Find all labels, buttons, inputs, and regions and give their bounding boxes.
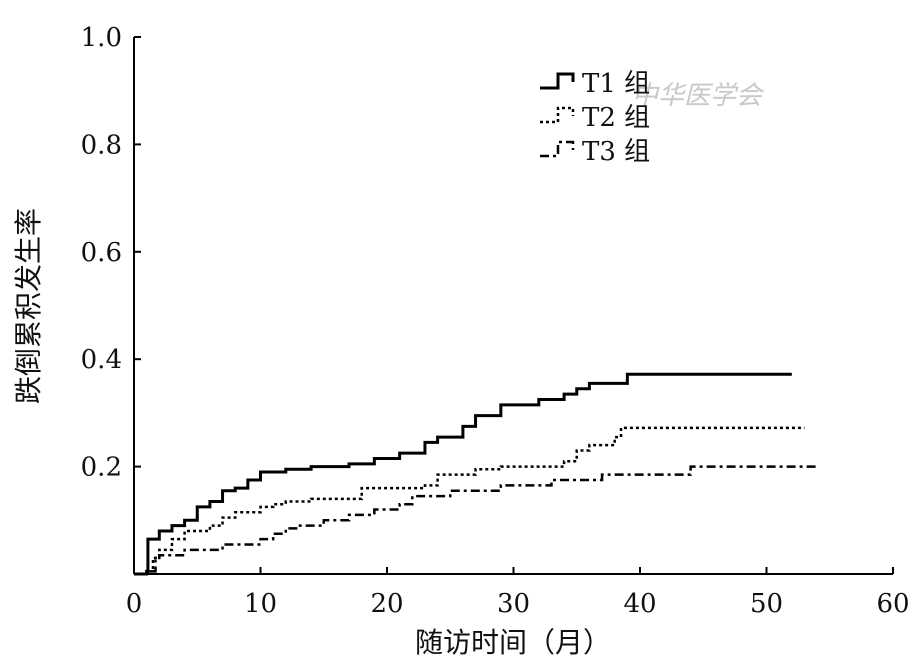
y-ticks: 0.2 0.4 0.6 0.8 1.0 — [81, 23, 141, 483]
legend-label-2: T2 组 — [582, 103, 650, 133]
series-line-1 — [134, 372, 792, 576]
x-tick-label: 30 — [497, 589, 530, 619]
legend-swatch-3 — [540, 140, 575, 158]
x-tick-label: 50 — [750, 589, 783, 619]
y-tick-label: 0.4 — [81, 345, 122, 375]
x-axis-title: 随访时间（月） — [415, 626, 611, 659]
series-line-2 — [134, 426, 805, 576]
legend-label-1: T1 组 — [582, 69, 650, 99]
axes — [133, 37, 893, 575]
y-tick-label: 0.6 — [81, 238, 122, 268]
y-tick-label: 0.2 — [81, 453, 122, 483]
legend-label-3: T3 组 — [582, 137, 650, 167]
series-line-3 — [134, 465, 818, 576]
x-tick-label: 10 — [244, 589, 277, 619]
legend-swatch-1 — [540, 72, 575, 90]
y-axis-title: 跌倒累积发生率 — [12, 208, 45, 404]
legend: T1 组 T2 组 T3 组 — [540, 69, 650, 167]
x-ticks: 0 10 20 30 40 50 60 — [126, 567, 910, 619]
x-tick-label: 40 — [623, 589, 656, 619]
x-tick-label: 0 — [126, 589, 143, 619]
y-tick-label: 1.0 — [81, 23, 122, 53]
legend-swatch-2 — [540, 106, 575, 124]
y-tick-label: 0.8 — [81, 130, 122, 160]
x-tick-label: 20 — [370, 589, 403, 619]
series-layer — [134, 372, 818, 576]
x-tick-label: 60 — [876, 589, 909, 619]
watermark: 中华医学会 — [632, 81, 765, 111]
